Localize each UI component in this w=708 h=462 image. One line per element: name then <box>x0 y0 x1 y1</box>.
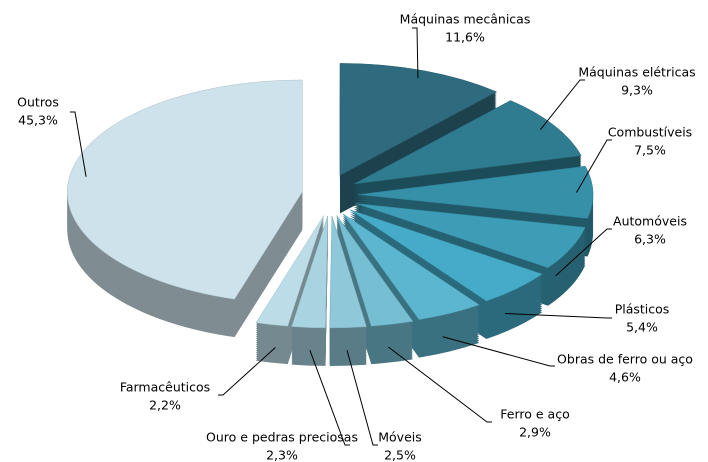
slice-label: Farmacêuticos <box>120 380 210 395</box>
slice-label: Automóveis <box>613 214 687 229</box>
leader-line <box>388 346 492 423</box>
slice <box>353 100 582 185</box>
slice <box>339 63 498 176</box>
slice-label: Máquinas mecânicas <box>400 12 531 27</box>
slice-value-label: 7,5% <box>634 143 666 158</box>
slice <box>255 215 325 327</box>
slice-value-label: 11,6% <box>445 30 485 45</box>
slice-value-label: 2,3% <box>266 448 298 462</box>
leader-line <box>442 336 555 367</box>
slice-value-label: 6,3% <box>634 232 666 247</box>
leader-line <box>555 228 612 277</box>
slice-label: Ouro e pedras preciosas <box>206 430 358 445</box>
slice-value-label: 2,5% <box>384 448 416 462</box>
leader-line <box>539 79 585 131</box>
slice <box>291 215 328 329</box>
slice-value-label: 2,9% <box>519 425 551 440</box>
leader-line <box>576 139 612 193</box>
leader-line <box>412 27 419 79</box>
leader-line <box>70 111 87 177</box>
slice <box>342 213 480 320</box>
leader-line <box>309 349 350 446</box>
leader-line <box>346 350 378 446</box>
slice-label: Móveis <box>378 430 422 445</box>
slice-value-label: 2,2% <box>149 398 181 413</box>
slice <box>329 215 367 329</box>
slice <box>67 79 303 300</box>
leader-line <box>504 313 612 319</box>
slice-value-label: 4,6% <box>609 370 641 385</box>
slice-value-label: 5,4% <box>626 320 658 335</box>
slice <box>355 203 586 269</box>
slice <box>357 165 594 219</box>
slice-label: Outros <box>17 95 59 110</box>
slice-label: Ferro e aço <box>500 407 569 422</box>
leader-line <box>218 347 276 396</box>
slice-label: Máquinas elétricas <box>578 65 695 80</box>
slice <box>349 209 543 302</box>
slice-label: Plásticos <box>615 302 670 317</box>
slice-label: Obras de ferro ou aço <box>557 352 693 367</box>
slice-label: Combustíveis <box>608 125 692 140</box>
slice-value-label: 9,3% <box>621 83 653 98</box>
slice-value-label: 45,3% <box>18 113 58 128</box>
slice <box>336 215 414 327</box>
